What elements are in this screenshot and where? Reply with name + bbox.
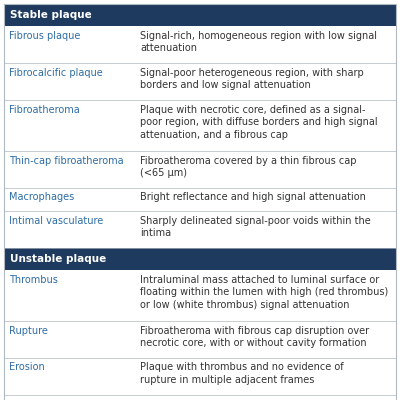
Text: Plaque with thrombus and no evidence of
rupture in multiple adjacent frames: Plaque with thrombus and no evidence of … (140, 362, 344, 385)
Bar (4, 4, 396, 26)
Bar (4, 270, 396, 320)
Bar (4, 394, 396, 400)
Text: Bright reflectance and high signal attenuation: Bright reflectance and high signal atten… (140, 192, 366, 202)
Text: Macrophages: Macrophages (9, 192, 74, 202)
Bar (4, 211, 396, 248)
Text: Signal-rich, homogeneous region with low signal
attenuation: Signal-rich, homogeneous region with low… (140, 31, 377, 53)
Text: Fibrocalcific plaque: Fibrocalcific plaque (9, 68, 103, 78)
Text: Fibroatheroma with fibrous cap disruption over
necrotic core, with or without ca: Fibroatheroma with fibrous cap disruptio… (140, 326, 370, 348)
Text: Thrombus: Thrombus (9, 275, 58, 285)
Text: Fibrous plaque: Fibrous plaque (9, 31, 80, 41)
Bar (4, 26, 396, 63)
Bar (4, 150, 396, 188)
Text: Plaque with necrotic core, defined as a signal-
poor region, with diffuse border: Plaque with necrotic core, defined as a … (140, 105, 378, 140)
Text: Intraluminal mass attached to luminal surface or
floating within the lumen with : Intraluminal mass attached to luminal su… (140, 275, 388, 310)
Text: Intimal vasculature: Intimal vasculature (9, 216, 103, 226)
Text: Unstable plaque: Unstable plaque (10, 254, 106, 264)
Text: Thin-cap fibroatheroma: Thin-cap fibroatheroma (9, 156, 124, 166)
Bar (4, 100, 396, 150)
Text: Fibroatheroma covered by a thin fibrous cap
(<65 μm): Fibroatheroma covered by a thin fibrous … (140, 156, 357, 178)
Bar (4, 188, 396, 211)
Text: Rupture: Rupture (9, 326, 48, 336)
Bar (4, 358, 396, 394)
Text: Erosion: Erosion (9, 362, 45, 372)
Text: Sharply delineated signal-poor voids within the
intima: Sharply delineated signal-poor voids wit… (140, 216, 371, 238)
Text: Stable plaque: Stable plaque (10, 10, 92, 20)
Bar (4, 63, 396, 100)
Text: Fibroatheroma: Fibroatheroma (9, 105, 80, 115)
Text: Signal-poor heterogeneous region, with sharp
borders and low signal attenuation: Signal-poor heterogeneous region, with s… (140, 68, 364, 90)
Bar (4, 320, 396, 358)
Bar (4, 248, 396, 270)
